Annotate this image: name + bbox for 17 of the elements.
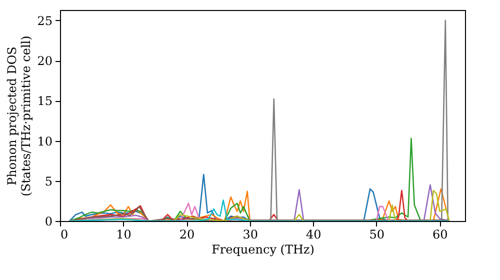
y-tick-label: 20 xyxy=(37,54,52,68)
x-axis-title: Frequency (THz) xyxy=(212,242,314,256)
y-tick-label: 15 xyxy=(37,94,52,108)
y-tick-label: 5 xyxy=(44,174,52,188)
y-axis-title: Phonon projected DOS (States/THz·primitive cell) xyxy=(5,36,34,196)
y-tick-label: 25 xyxy=(37,14,52,28)
y-tick-label: 0 xyxy=(44,214,52,228)
y-tick-label: 10 xyxy=(37,134,52,148)
line-series xyxy=(68,206,450,221)
x-tick-label: 40 xyxy=(306,228,322,242)
x-tick-label: 20 xyxy=(179,228,195,242)
x-tick-label: 50 xyxy=(369,228,385,242)
line-series xyxy=(68,199,450,221)
x-tick-label: 10 xyxy=(116,228,132,242)
x-tick-label: 60 xyxy=(432,228,448,242)
x-tick-label: 30 xyxy=(242,228,258,242)
x-tick-label: 0 xyxy=(60,228,68,242)
